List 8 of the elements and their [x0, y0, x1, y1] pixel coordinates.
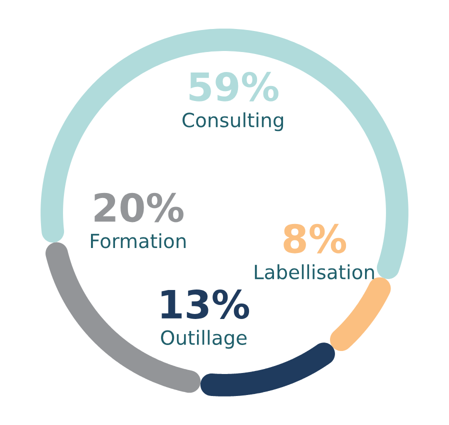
slice-label: Formation	[90, 233, 186, 248]
slice-label: Consulting	[182, 112, 284, 132]
slice-label: Labellisation	[254, 264, 374, 280]
data-label: 13%	[162, 290, 250, 319]
data-label: 8%	[284, 224, 346, 254]
slice-label: Outillage	[161, 330, 247, 349]
data-label: 59%	[190, 72, 278, 102]
data-label: 20%	[94, 192, 184, 222]
